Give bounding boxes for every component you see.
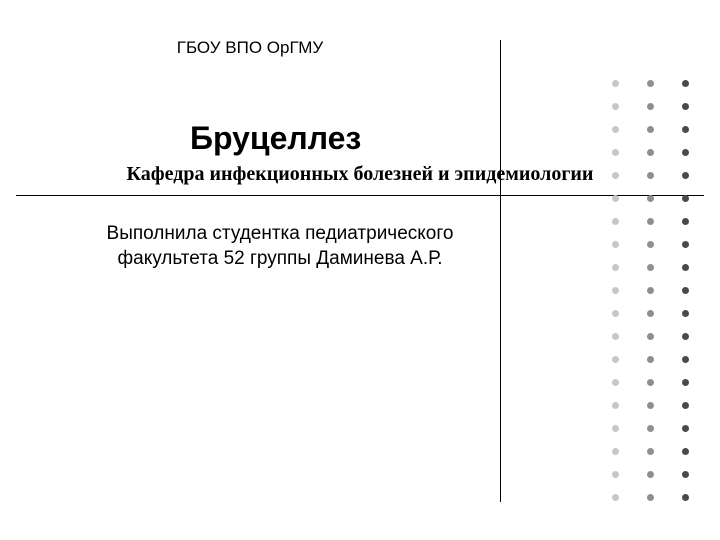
decor-dot	[612, 494, 619, 501]
slide: ГБОУ ВПО ОрГМУ Бруцеллез Кафедра инфекци…	[0, 0, 720, 540]
decor-dot	[612, 310, 619, 317]
decor-dot	[682, 218, 689, 225]
decor-dot	[612, 103, 619, 110]
slide-title: Бруцеллез	[190, 120, 361, 157]
decor-dot	[682, 241, 689, 248]
decor-dot	[682, 310, 689, 317]
decor-dot	[612, 425, 619, 432]
decor-dot	[647, 287, 654, 294]
horizontal-divider	[16, 195, 704, 196]
decor-dot	[612, 241, 619, 248]
decor-dot	[682, 425, 689, 432]
decor-dot	[647, 494, 654, 501]
decor-dot	[682, 126, 689, 133]
decor-dot	[682, 448, 689, 455]
decor-dot	[682, 356, 689, 363]
decor-dot	[647, 80, 654, 87]
decor-dot	[647, 471, 654, 478]
institution-text: ГБОУ ВПО ОрГМУ	[0, 38, 500, 58]
decor-dot	[612, 195, 619, 202]
decor-dot	[612, 149, 619, 156]
decor-dot	[647, 218, 654, 225]
decor-dot	[647, 126, 654, 133]
dot-column-1	[612, 80, 619, 501]
decor-dot	[647, 379, 654, 386]
decor-dot	[612, 402, 619, 409]
decor-dot	[612, 448, 619, 455]
author-line-1: Выполнила студентка педиатрического	[0, 222, 560, 247]
decor-dot	[612, 80, 619, 87]
decor-dot	[612, 333, 619, 340]
decor-dot	[647, 241, 654, 248]
decor-dot	[682, 264, 689, 271]
decor-dot	[682, 333, 689, 340]
decor-dot	[647, 195, 654, 202]
dot-column-3	[682, 80, 689, 501]
decor-dot	[647, 149, 654, 156]
decor-dot	[647, 310, 654, 317]
decor-dot	[647, 402, 654, 409]
decor-dot	[612, 471, 619, 478]
decor-dot	[612, 379, 619, 386]
decor-dot	[682, 80, 689, 87]
decor-dot	[682, 287, 689, 294]
dot-column-2	[647, 80, 654, 501]
decor-dot	[612, 264, 619, 271]
decor-dot	[612, 172, 619, 179]
decor-dot	[682, 494, 689, 501]
decor-dot	[647, 172, 654, 179]
decor-dot	[682, 172, 689, 179]
decor-dot	[647, 264, 654, 271]
decor-dot	[647, 333, 654, 340]
author-line-2: факультета 52 группы Даминева А.Р.	[0, 247, 560, 272]
decor-dot	[682, 471, 689, 478]
decor-dot	[647, 425, 654, 432]
decor-dot	[612, 126, 619, 133]
decor-dot	[682, 379, 689, 386]
decor-dot	[647, 448, 654, 455]
decor-dot	[612, 287, 619, 294]
author-block: Выполнила студентка педиатрического факу…	[0, 222, 560, 271]
decor-dot	[612, 218, 619, 225]
decor-dot	[682, 402, 689, 409]
decor-dot	[682, 195, 689, 202]
decor-dot	[612, 356, 619, 363]
decor-dot	[682, 149, 689, 156]
decor-dot	[647, 356, 654, 363]
decor-dot	[682, 103, 689, 110]
decor-dot	[647, 103, 654, 110]
